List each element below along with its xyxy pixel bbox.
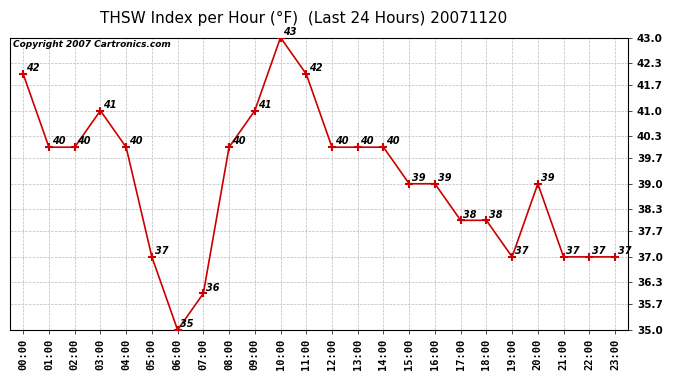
Text: 40: 40 <box>360 136 374 146</box>
Text: 39: 39 <box>437 173 451 183</box>
Text: 40: 40 <box>232 136 246 146</box>
Text: 40: 40 <box>335 136 348 146</box>
Text: 40: 40 <box>77 136 91 146</box>
Text: 35: 35 <box>180 319 194 329</box>
Text: 36: 36 <box>206 283 219 292</box>
Text: 42: 42 <box>26 63 39 73</box>
Text: THSW Index per Hour (°F)  (Last 24 Hours) 20071120: THSW Index per Hour (°F) (Last 24 Hours)… <box>100 11 507 26</box>
Text: Copyright 2007 Cartronics.com: Copyright 2007 Cartronics.com <box>13 40 171 50</box>
Text: 39: 39 <box>541 173 554 183</box>
Text: 39: 39 <box>412 173 426 183</box>
Text: 40: 40 <box>386 136 400 146</box>
Text: 41: 41 <box>257 100 271 110</box>
Text: 40: 40 <box>52 136 66 146</box>
Text: 37: 37 <box>566 246 580 256</box>
Text: 37: 37 <box>618 246 631 256</box>
Text: 38: 38 <box>464 210 477 219</box>
Text: 42: 42 <box>309 63 322 73</box>
Text: 37: 37 <box>155 246 168 256</box>
Text: 43: 43 <box>284 27 297 37</box>
Text: 37: 37 <box>515 246 529 256</box>
Text: 41: 41 <box>104 100 117 110</box>
Text: 40: 40 <box>129 136 142 146</box>
Text: 38: 38 <box>489 210 502 219</box>
Text: 37: 37 <box>592 246 606 256</box>
